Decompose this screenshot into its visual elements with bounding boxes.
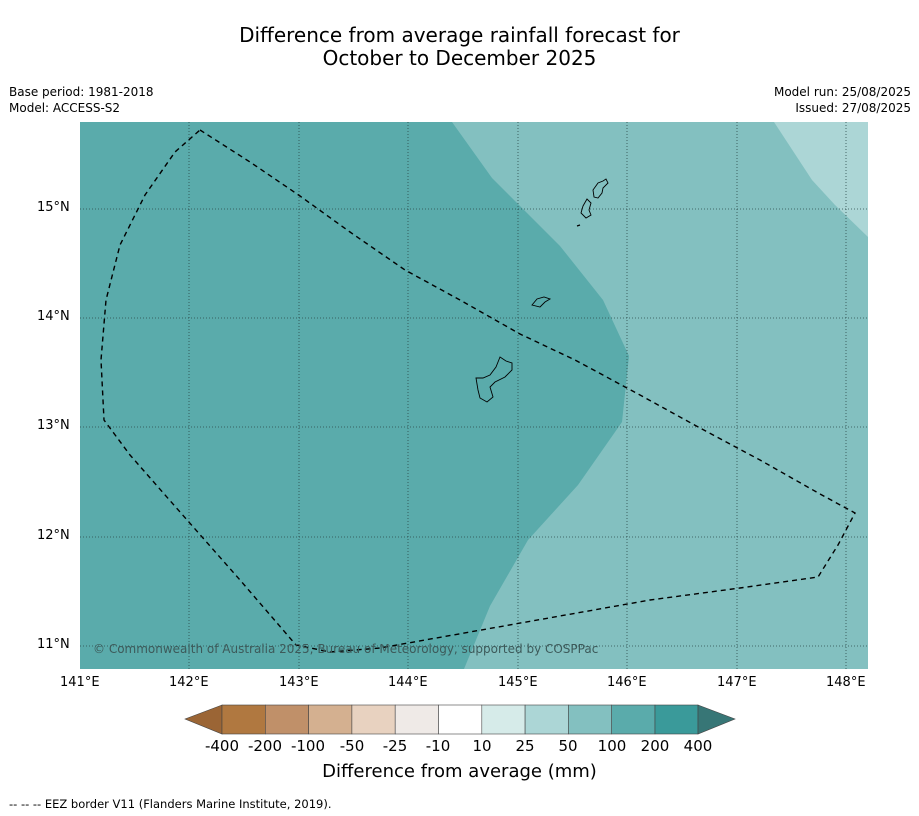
island-rota	[531, 296, 552, 308]
colorbar-label: 400	[683, 737, 713, 755]
lat-tick: 11°N	[37, 637, 70, 652]
colorbar-segment	[611, 704, 656, 735]
chart-title-line2: October to December 2025	[322, 46, 597, 70]
eez-border	[100, 129, 856, 653]
colorbar-segment	[351, 704, 396, 735]
lon-tick: 141°E	[60, 675, 100, 690]
island-saipan	[592, 178, 609, 199]
meta-left: Base period: 1981-2018 Model: ACCESS-S2	[9, 84, 154, 116]
colorbar-segment	[221, 704, 266, 735]
colorbar-label: -400	[204, 737, 240, 755]
colorbar-label: -50	[339, 737, 365, 755]
colorbar-segment	[308, 704, 353, 735]
island-guam	[475, 356, 513, 403]
colorbar-label: 100	[597, 737, 627, 755]
model-name: Model: ACCESS-S2	[9, 101, 121, 115]
colorbar-label: 10	[472, 737, 492, 755]
colorbar-segment	[264, 704, 309, 735]
colorbar-label: -200	[247, 737, 283, 755]
colorbar-title: Difference from average (mm)	[322, 761, 597, 782]
lon-tick: 148°E	[826, 675, 866, 690]
chart-title-line1: Difference from average rainfall forecas…	[239, 23, 680, 47]
lat-tick: 14°N	[37, 309, 70, 324]
colorbar-segment	[654, 704, 699, 735]
lon-tick: 147°E	[717, 675, 757, 690]
zone-50-100	[452, 122, 868, 669]
colorbar-segment	[524, 704, 569, 735]
lat-tick: 15°N	[37, 200, 70, 215]
island-aguijan	[576, 224, 581, 227]
lon-tick: 142°E	[169, 675, 209, 690]
lon-tick: 146°E	[607, 675, 647, 690]
colorbar-label: 50	[558, 737, 578, 755]
copyright-notice: © Commonwealth of Australia 2025, Bureau…	[93, 642, 599, 656]
meta-right: Model run: 25/08/2025 Issued: 27/08/2025	[774, 84, 911, 116]
colorbar-extend-high	[697, 704, 736, 735]
lon-tick: 144°E	[388, 675, 428, 690]
colorbar-segment	[568, 704, 613, 735]
lat-tick: 12°N	[37, 528, 70, 543]
island-tinian	[580, 198, 592, 219]
colorbar-extend-low	[184, 704, 223, 735]
colorbar-label: 200	[640, 737, 670, 755]
gridlines	[80, 122, 868, 669]
colorbar	[184, 704, 736, 735]
base-period: Base period: 1981-2018	[9, 85, 154, 99]
colorbar-label: -10	[425, 737, 451, 755]
colorbar-segment	[438, 704, 483, 735]
colorbar-segment	[394, 704, 439, 735]
eez-footnote: -- -- -- EEZ border V11 (Flanders Marine…	[9, 797, 332, 811]
model-run-date: Model run: 25/08/2025	[773, 85, 911, 99]
lon-tick: 143°E	[279, 675, 319, 690]
lat-tick: 13°N	[37, 418, 70, 433]
zone-25-50	[774, 122, 868, 237]
issued-date: Issued: 27/08/2025	[795, 101, 911, 115]
lon-tick: 145°E	[498, 675, 538, 690]
colorbar-label: 25	[515, 737, 535, 755]
colorbar-segment	[481, 704, 526, 735]
colorbar-label: -100	[290, 737, 326, 755]
colorbar-label: -25	[382, 737, 408, 755]
